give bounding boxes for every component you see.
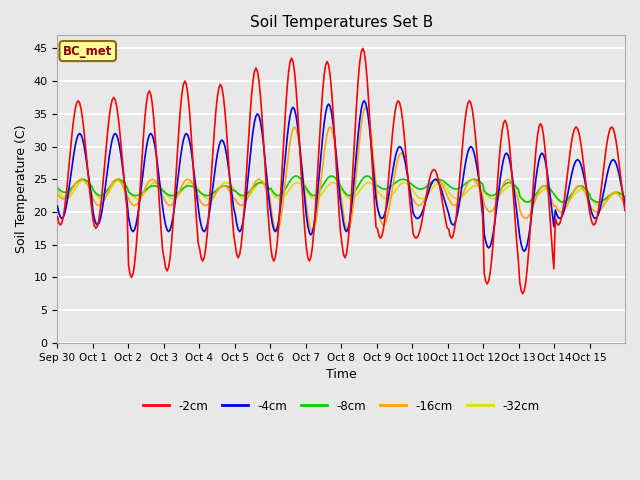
Legend: -2cm, -4cm, -8cm, -16cm, -32cm: -2cm, -4cm, -8cm, -16cm, -32cm xyxy=(138,395,545,417)
X-axis label: Time: Time xyxy=(326,368,356,381)
Y-axis label: Soil Temperature (C): Soil Temperature (C) xyxy=(15,125,28,253)
Text: BC_met: BC_met xyxy=(63,45,113,58)
Title: Soil Temperatures Set B: Soil Temperatures Set B xyxy=(250,15,433,30)
